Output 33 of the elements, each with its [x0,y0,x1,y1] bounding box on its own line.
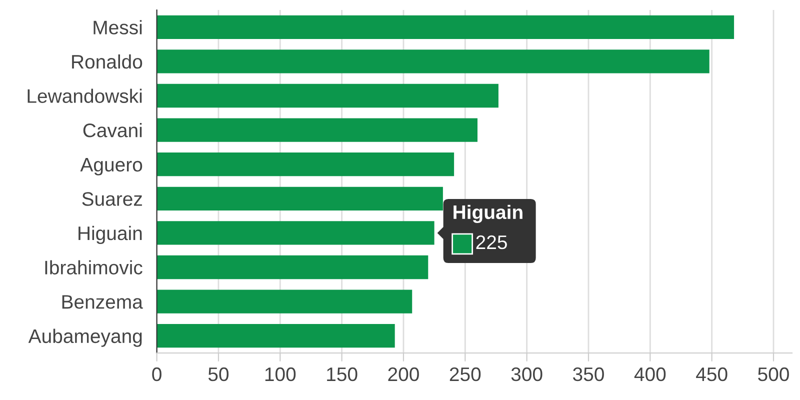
bar [156,290,412,314]
y-tick-label: Benzema [62,295,143,309]
bar [156,255,428,280]
y-tick-label: Lewandowski [28,88,142,103]
y-tick-label: Aguero [80,158,142,176]
annotation: 225 [476,235,507,250]
y-tick-label: Ibrahimovic [45,260,142,274]
x-tick-label: 0 [152,367,162,382]
y-tick-label: Aubameyang [28,328,142,347]
x-tick-label: 50 [208,367,229,382]
x-tick-label: 150 [327,367,358,382]
bar [156,221,434,245]
bar [156,15,734,39]
x-tick-label: 300 [511,367,542,382]
x-tick-label: 100 [265,367,296,382]
y-tick-label: Messi [94,20,142,34]
bar [156,186,443,210]
x-tick-label: 500 [758,367,789,382]
y-tick-label: Cavani [83,123,142,138]
bar [156,84,498,108]
y-tick-label: Suarez [82,192,142,206]
x-tick-label: 250 [450,367,481,382]
x-tick-label: 350 [573,367,604,382]
x-tick-label: 450 [696,367,728,382]
bar [156,50,710,74]
y-tick-label: Ronaldo [72,54,142,69]
bar [156,324,395,348]
annotation: Higuain [454,204,522,224]
bar [156,152,454,176]
x-tick-label: 400 [634,367,666,382]
bar [156,118,478,142]
y-tick-label: Higuain [78,226,142,244]
x-tick-label: 200 [388,367,419,382]
